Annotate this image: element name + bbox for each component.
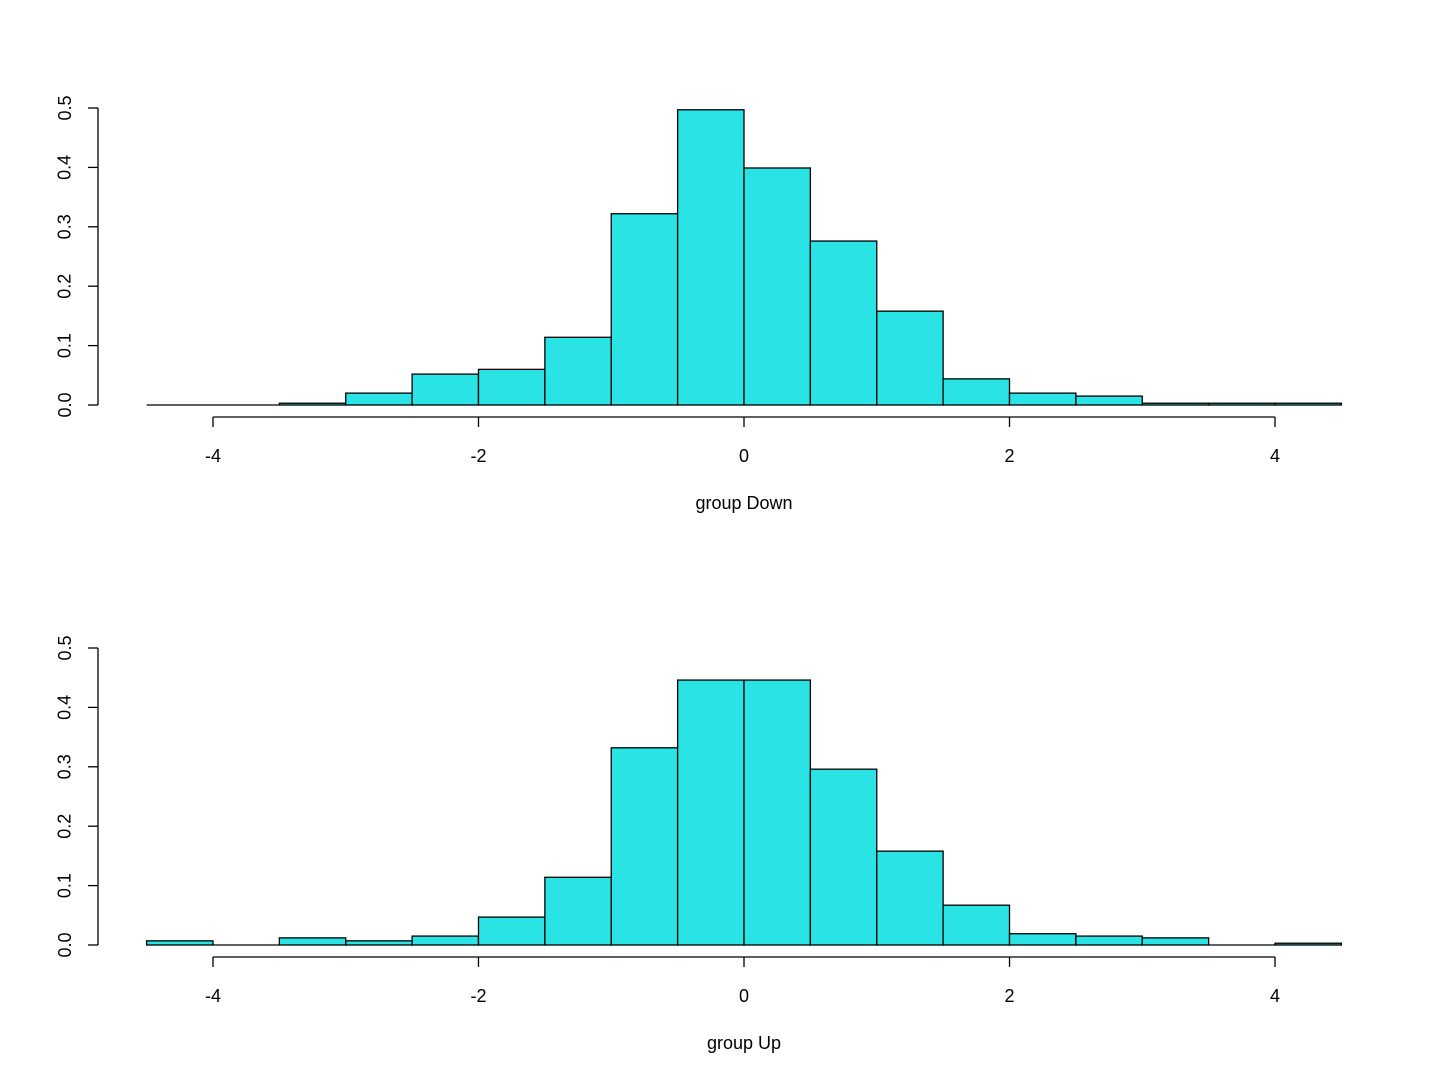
- y-tick-label: 0.1: [55, 873, 75, 898]
- y-tick-label: 0.4: [55, 155, 75, 180]
- x-tick-label: -2: [470, 446, 486, 466]
- bar: [942, 378, 1011, 406]
- y-tick-label: 0.0: [55, 392, 75, 417]
- y-tick-label: 0.3: [55, 214, 75, 239]
- bar: [345, 940, 413, 946]
- bar: [743, 679, 812, 946]
- bar: [1141, 937, 1210, 946]
- bar: [345, 392, 413, 406]
- bar: [610, 213, 679, 406]
- x-tick-label: -4: [205, 986, 221, 1006]
- x-tick-label: 2: [1005, 446, 1015, 466]
- bar: [1141, 402, 1210, 406]
- bar: [942, 904, 1011, 946]
- x-tick-label: -2: [470, 986, 486, 1006]
- bar: [544, 336, 612, 406]
- bar: [1274, 402, 1343, 406]
- bar: [544, 876, 612, 946]
- bar: [477, 916, 546, 946]
- y-tick-label: 0.2: [55, 274, 75, 299]
- x-tick-label: 2: [1005, 986, 1015, 1006]
- y-tick-label: 0.1: [55, 333, 75, 358]
- bar: [676, 679, 745, 946]
- y-tick-label: 0.3: [55, 754, 75, 779]
- y-tick-label: 0.5: [55, 95, 75, 120]
- bar: [411, 373, 480, 406]
- y-tick-label: 0.0: [55, 932, 75, 957]
- bar: [1075, 935, 1143, 946]
- y-tick-label: 0.5: [55, 635, 75, 660]
- y-tick-label: 0.2: [55, 814, 75, 839]
- x-axis-label: group Up: [707, 1033, 781, 1053]
- bar: [278, 937, 347, 946]
- bar: [278, 402, 347, 406]
- x-axis-label: group Down: [695, 493, 792, 513]
- bar: [1008, 392, 1077, 406]
- y-tick-label: 0.4: [55, 695, 75, 720]
- bar: [743, 167, 812, 406]
- bar: [477, 368, 546, 406]
- x-tick-label: -4: [205, 446, 221, 466]
- x-tick-label: 0: [739, 446, 749, 466]
- x-tick-label: 4: [1270, 446, 1280, 466]
- x-tick-label: 4: [1270, 986, 1280, 1006]
- bar: [145, 940, 214, 946]
- bar: [876, 850, 944, 946]
- bar: [1207, 402, 1276, 406]
- bar: [876, 310, 944, 406]
- bar: [610, 747, 679, 946]
- x-tick-label: 0: [739, 986, 749, 1006]
- bar: [676, 109, 745, 406]
- bar: [809, 240, 878, 406]
- bar: [411, 935, 480, 946]
- bar: [1008, 933, 1077, 946]
- bar: [809, 768, 878, 946]
- bar: [1075, 395, 1143, 406]
- bar: [1274, 942, 1343, 946]
